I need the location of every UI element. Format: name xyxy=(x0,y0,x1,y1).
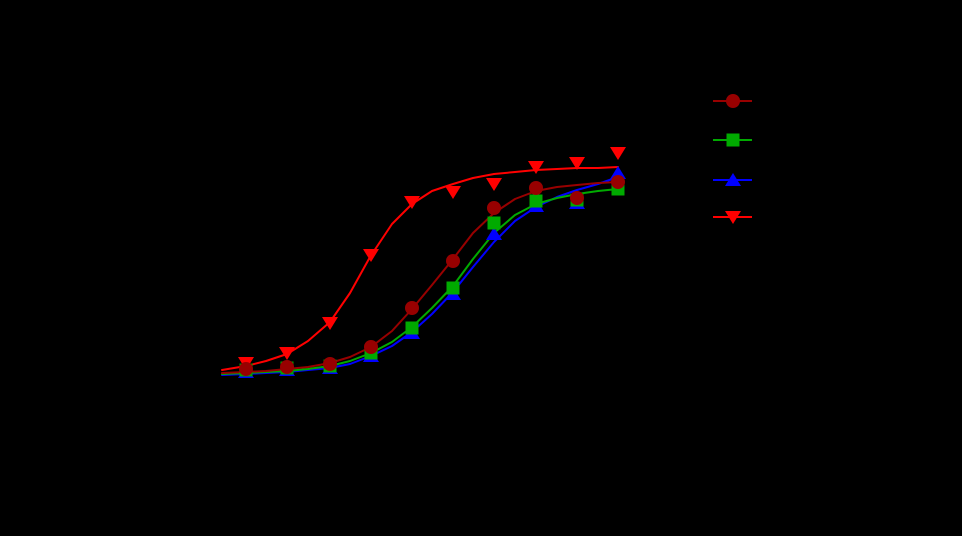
red-down-triangles-data-point xyxy=(279,347,295,360)
blue-up-triangles-data-point xyxy=(610,166,626,179)
red-down-triangles-data-point xyxy=(569,157,585,170)
legend-marker-1 xyxy=(726,94,740,108)
red-down-triangles-data-point xyxy=(610,147,626,160)
blue-up-triangles-fit-curve xyxy=(221,176,619,376)
red-down-triangles-data-point xyxy=(486,178,502,191)
dark-red-circles-data-point xyxy=(529,181,543,195)
dark-red-circles-data-point xyxy=(611,175,625,189)
legend-marker-2 xyxy=(726,133,740,147)
green-squares-data-point xyxy=(529,194,543,208)
dark-red-circles-data-point xyxy=(405,301,419,315)
dark-red-circles-fit-curve xyxy=(221,181,619,374)
red-down-triangles-data-point xyxy=(363,249,379,262)
green-squares-fit-curve xyxy=(221,188,619,375)
legend-marker-3 xyxy=(725,173,741,186)
dark-red-circles-data-point xyxy=(323,357,337,371)
red-down-triangles-data-point xyxy=(404,196,420,209)
dark-red-circles-data-point xyxy=(364,340,378,354)
green-squares-data-point xyxy=(446,281,460,295)
red-down-triangles-data-point xyxy=(445,186,461,199)
green-squares-data-point xyxy=(405,321,419,335)
red-down-triangles-data-point xyxy=(528,161,544,174)
dark-red-circles-data-point xyxy=(280,360,294,374)
green-squares-data-point xyxy=(487,216,501,230)
legend-marker-4 xyxy=(725,211,741,224)
dark-red-circles-data-point xyxy=(446,254,460,268)
blue-up-triangles-data-point xyxy=(486,227,502,240)
dark-red-circles-data-point xyxy=(239,362,253,376)
dark-red-circles-data-point xyxy=(487,201,501,215)
red-down-triangles-data-point xyxy=(322,317,338,330)
dark-red-circles-data-point xyxy=(570,191,584,205)
